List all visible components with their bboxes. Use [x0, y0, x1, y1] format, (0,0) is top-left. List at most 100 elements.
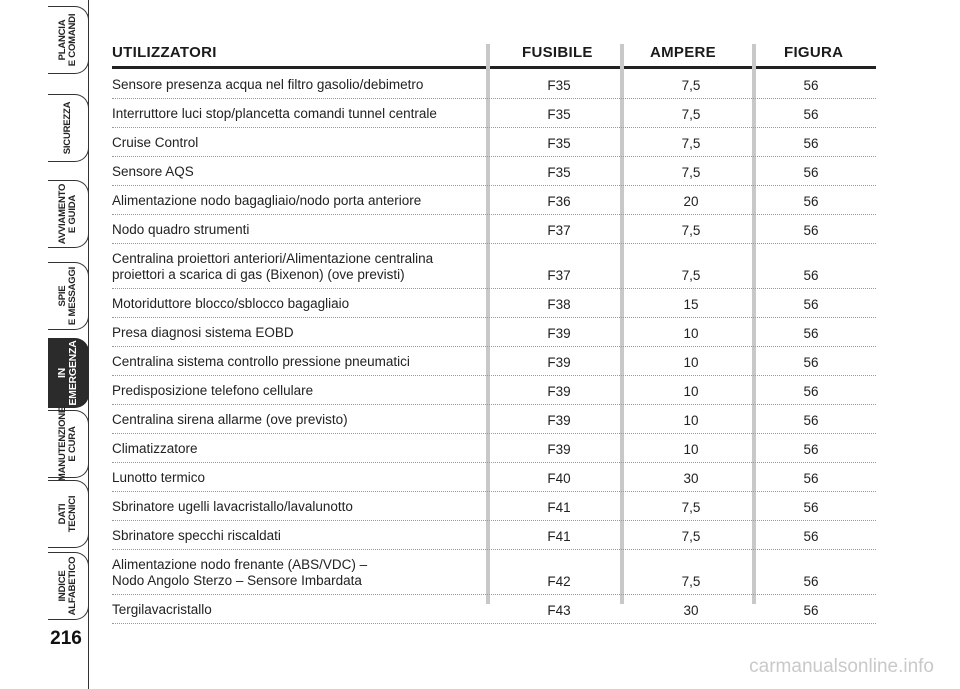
cell-user: Interruttore luci stop/plancetta comandi…: [112, 106, 437, 121]
chapter-tab[interactable]: INDICE ALFABETICO: [48, 552, 89, 620]
cell-user: Lunotto termico: [112, 470, 206, 485]
table-row: Centralina sistema controllo pressione p…: [112, 347, 876, 376]
table-row: Sensore presenza acqua nel filtro gasoli…: [112, 70, 876, 99]
table-header: UTILIZZATORI FUSIBILE AMPERE FIGURA: [112, 44, 876, 66]
cell-user: Sensore presenza acqua nel filtro gasoli…: [112, 77, 424, 92]
cell-fuse: F41: [547, 500, 571, 515]
cell-fuse: F42: [547, 574, 571, 589]
cell-user: Centralina sirena allarme (ove previsto): [112, 412, 348, 427]
cell-figure: 56: [803, 78, 819, 93]
cell-user: Sensore AQS: [112, 164, 194, 179]
cell-ampere: 7,5: [681, 136, 701, 151]
table-row: Lunotto termico F40 30 56: [112, 463, 876, 492]
cell-ampere: 30: [683, 471, 699, 486]
sidebar-edge-line: [88, 0, 89, 689]
cell-figure: 56: [803, 529, 819, 544]
cell-ampere: 7,5: [681, 500, 701, 515]
cell-user: Sbrinatore ugelli lavacristallo/lavaluno…: [112, 499, 353, 514]
table-row: Centralina sirena allarme (ove previsto)…: [112, 405, 876, 434]
chapter-tab[interactable]: IN EMERGENZA: [48, 338, 89, 408]
cell-fuse: F39: [547, 355, 571, 370]
cell-fuse: F40: [547, 471, 571, 486]
cell-fuse: F39: [547, 413, 571, 428]
table-row: Alimentazione nodo bagagliaio/nodo porta…: [112, 186, 876, 215]
cell-ampere: 7,5: [681, 165, 701, 180]
page-number: 216: [50, 628, 82, 649]
table-row: Predisposizione telefono cellulare F39 10 5…: [112, 376, 876, 405]
chapter-sidebar: PLANCIA E COMANDI SICUREZZA AVVIAMENTO E G…: [0, 0, 92, 689]
header-fuse: FUSIBILE: [522, 44, 593, 61]
cell-fuse: F35: [547, 165, 571, 180]
table-row: Climatizzatore F39 10 56: [112, 434, 876, 463]
cell-fuse: F39: [547, 442, 571, 457]
cell-figure: 56: [803, 107, 819, 122]
cell-ampere: 7,5: [681, 107, 701, 122]
chapter-tab[interactable]: SICUREZZA: [48, 94, 89, 162]
cell-figure: 56: [803, 136, 819, 151]
cell-user: Climatizzatore: [112, 441, 198, 456]
cell-user: Predisposizione telefono cellulare: [112, 383, 314, 398]
cell-figure: 56: [803, 471, 819, 486]
cell-fuse: F39: [547, 326, 571, 341]
table-row: Sbrinatore specchi riscaldati F41 7,5 56: [112, 521, 876, 550]
cell-figure: 56: [803, 165, 819, 180]
chapter-tab-label: MANUTENZIONE E CURA: [57, 406, 78, 482]
table-row: Cruise Control F35 7,5 56: [112, 128, 876, 157]
chapter-tab[interactable]: DATI TECNICI: [48, 480, 89, 548]
cell-fuse: F35: [547, 78, 571, 93]
cell-user: Centralina proiettori anteriori/Alimenta…: [112, 251, 434, 282]
cell-fuse: F43: [547, 603, 571, 618]
cell-fuse: F39: [547, 384, 571, 399]
column-separator: [486, 44, 490, 604]
table-row: Nodo quadro strumenti F37 7,5 56: [112, 215, 876, 244]
fuse-table: UTILIZZATORI FUSIBILE AMPERE FIGURA Sens…: [112, 44, 876, 624]
chapter-tab[interactable]: MANUTENZIONE E CURA: [48, 406, 89, 482]
table-row: Interruttore luci stop/plancetta comandi…: [112, 99, 876, 128]
cell-ampere: 7,5: [681, 268, 701, 283]
watermark: carmanualsonline.info: [749, 656, 934, 677]
cell-fuse: F37: [547, 223, 571, 238]
cell-figure: 56: [803, 574, 819, 589]
column-separator: [752, 44, 756, 604]
cell-figure: 56: [803, 500, 819, 515]
table-row: Tergilavacristallo F43 30 56: [112, 595, 876, 624]
chapter-tab[interactable]: SPIE E MESSAGGI: [48, 262, 89, 330]
cell-ampere: 7,5: [681, 529, 701, 544]
cell-figure: 56: [803, 355, 819, 370]
cell-fuse: F35: [547, 136, 571, 151]
cell-ampere: 10: [683, 413, 699, 428]
table-row: Centralina proiettori anteriori/Alimenta…: [112, 244, 876, 289]
cell-user: Alimentazione nodo frenante (ABS/VDC) – …: [112, 557, 368, 588]
table-row: Alimentazione nodo frenante (ABS/VDC) – …: [112, 550, 876, 595]
header-users: UTILIZZATORI: [112, 44, 217, 61]
cell-ampere: 30: [683, 603, 699, 618]
cell-user: Sbrinatore specchi riscaldati: [112, 528, 281, 543]
table-row: Presa diagnosi sistema EOBD F39 10 56: [112, 318, 876, 347]
cell-ampere: 7,5: [681, 574, 701, 589]
chapter-tab[interactable]: AVVIAMENTO E GUIDA: [48, 180, 89, 248]
table-row: Sbrinatore ugelli lavacristallo/lavaluno…: [112, 492, 876, 521]
cell-figure: 56: [803, 223, 819, 238]
chapter-tab-label: SICUREZZA: [62, 101, 73, 155]
cell-figure: 56: [803, 297, 819, 312]
chapter-tab-label: INDICE ALFABETICO: [57, 556, 78, 616]
table-row: Sensore AQS F35 7,5 56: [112, 157, 876, 186]
table-row: Motoriduttore blocco/sblocco bagagliaio F…: [112, 289, 876, 318]
cell-user: Centralina sistema controllo pressione p…: [112, 354, 410, 369]
cell-figure: 56: [803, 268, 819, 283]
table-body: Sensore presenza acqua nel filtro gasoli…: [112, 70, 876, 624]
cell-fuse: F41: [547, 529, 571, 544]
chapter-tab-label: DATI TECNICI: [57, 495, 78, 533]
cell-ampere: 7,5: [681, 223, 701, 238]
chapter-tab-label: PLANCIA E COMANDI: [57, 13, 78, 67]
header-figure: FIGURA: [784, 44, 844, 61]
chapter-tab[interactable]: PLANCIA E COMANDI: [48, 6, 89, 74]
cell-figure: 56: [803, 384, 819, 399]
cell-fuse: F36: [547, 194, 571, 209]
cell-figure: 56: [803, 603, 819, 618]
cell-fuse: F35: [547, 107, 571, 122]
header-rule: [112, 66, 876, 69]
cell-user: Motoriduttore blocco/sblocco bagagliaio: [112, 296, 350, 311]
cell-figure: 56: [803, 442, 819, 457]
chapter-tab-label: IN EMERGENZA: [56, 340, 79, 406]
